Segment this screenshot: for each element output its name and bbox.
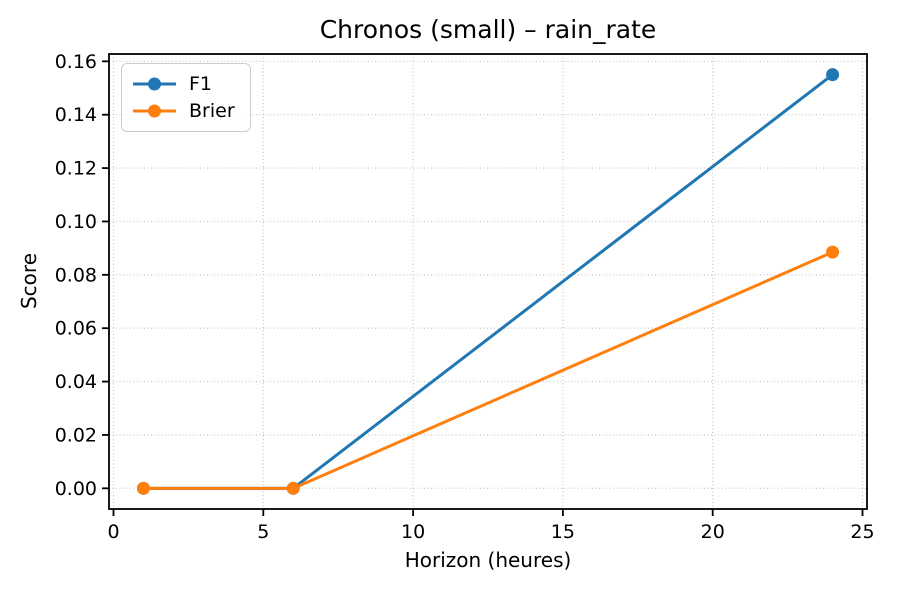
chart-title: Chronos (small) – rain_rate bbox=[319, 15, 657, 44]
f1-line-sample-icon bbox=[133, 77, 176, 91]
legend-label: F1 bbox=[189, 73, 213, 95]
x-tick-label: 20 bbox=[701, 521, 725, 543]
x-tick-label: 5 bbox=[257, 521, 269, 543]
y-tick-label: 0.10 bbox=[55, 211, 97, 233]
y-tick-label: 0.00 bbox=[55, 478, 97, 500]
x-tick-label: 0 bbox=[107, 521, 119, 543]
y-tick-label: 0.08 bbox=[55, 264, 97, 286]
y-tick-label: 0.04 bbox=[55, 371, 97, 393]
legend-item-brier: Brier bbox=[131, 98, 235, 124]
series-line-f1 bbox=[143, 73, 834, 490]
legend-label: Brier bbox=[189, 100, 235, 122]
x-tick-label: 10 bbox=[401, 521, 425, 543]
legend: F1 Brier bbox=[121, 63, 251, 132]
y-axis-label: Score bbox=[17, 252, 41, 310]
x-tick-label: 25 bbox=[850, 521, 874, 543]
plot-border bbox=[108, 53, 868, 510]
brier-line-sample-icon bbox=[133, 104, 176, 118]
data-point-brier bbox=[136, 481, 150, 495]
y-tick-label: 0.02 bbox=[55, 424, 97, 446]
data-point-brier bbox=[286, 481, 300, 495]
y-tick-label: 0.14 bbox=[55, 104, 97, 126]
data-point-f1 bbox=[826, 68, 840, 82]
series-line-brier bbox=[143, 250, 834, 490]
x-tick-label: 15 bbox=[551, 521, 575, 543]
y-tick-label: 0.12 bbox=[55, 158, 97, 180]
y-tick-label: 0.16 bbox=[55, 51, 97, 73]
x-axis-label: Horizon (heures) bbox=[404, 548, 572, 572]
y-tick-label: 0.06 bbox=[55, 318, 97, 340]
data-point-brier bbox=[826, 245, 840, 259]
legend-item-f1: F1 bbox=[131, 71, 235, 97]
